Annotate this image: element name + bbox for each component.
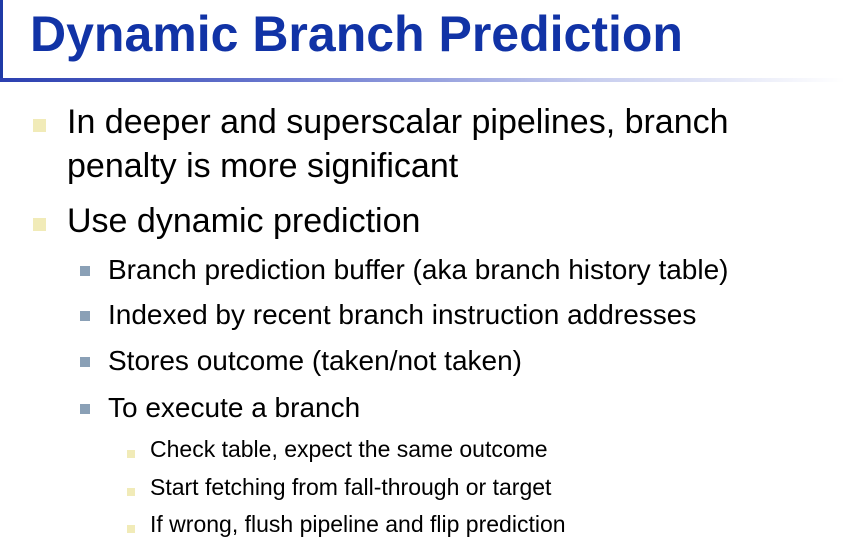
bullet-item-level2: Stores outcome (taken/not taken)	[108, 345, 522, 376]
bullet-marker-level1	[33, 218, 46, 231]
bullet-item-level3: If wrong, flush pipeline and flip predic…	[150, 511, 566, 537]
bullet-marker-level2	[80, 266, 90, 276]
bullet-item-level3: Check table, expect the same outcome	[150, 436, 548, 462]
bullet-marker-level1	[33, 119, 46, 132]
slide-title: Dynamic Branch Prediction	[30, 6, 683, 62]
bullet-marker-level2	[80, 311, 90, 321]
bullet-marker-level2	[80, 357, 90, 367]
title-underline-rule	[0, 78, 845, 82]
bullet-item-level2: To execute a branch	[108, 392, 361, 423]
bullet-item-level2: Branch prediction buffer (aka branch his…	[108, 254, 729, 285]
bullet-item-level1: In deeper and superscalar pipelines, bra…	[67, 103, 729, 141]
bullet-item-level2: Indexed by recent branch instruction add…	[108, 299, 697, 330]
title-left-rule	[0, 0, 3, 80]
bullet-item-level1-continuation: penalty is more significant	[67, 147, 459, 185]
bullet-marker-level3	[127, 450, 135, 458]
bullet-item-level1: Use dynamic prediction	[67, 202, 421, 240]
bullet-item-level3: Start fetching from fall-through or targ…	[150, 474, 552, 500]
bullet-marker-level2	[80, 404, 90, 414]
bullet-marker-level3	[127, 525, 135, 533]
bullet-marker-level3	[127, 488, 135, 496]
